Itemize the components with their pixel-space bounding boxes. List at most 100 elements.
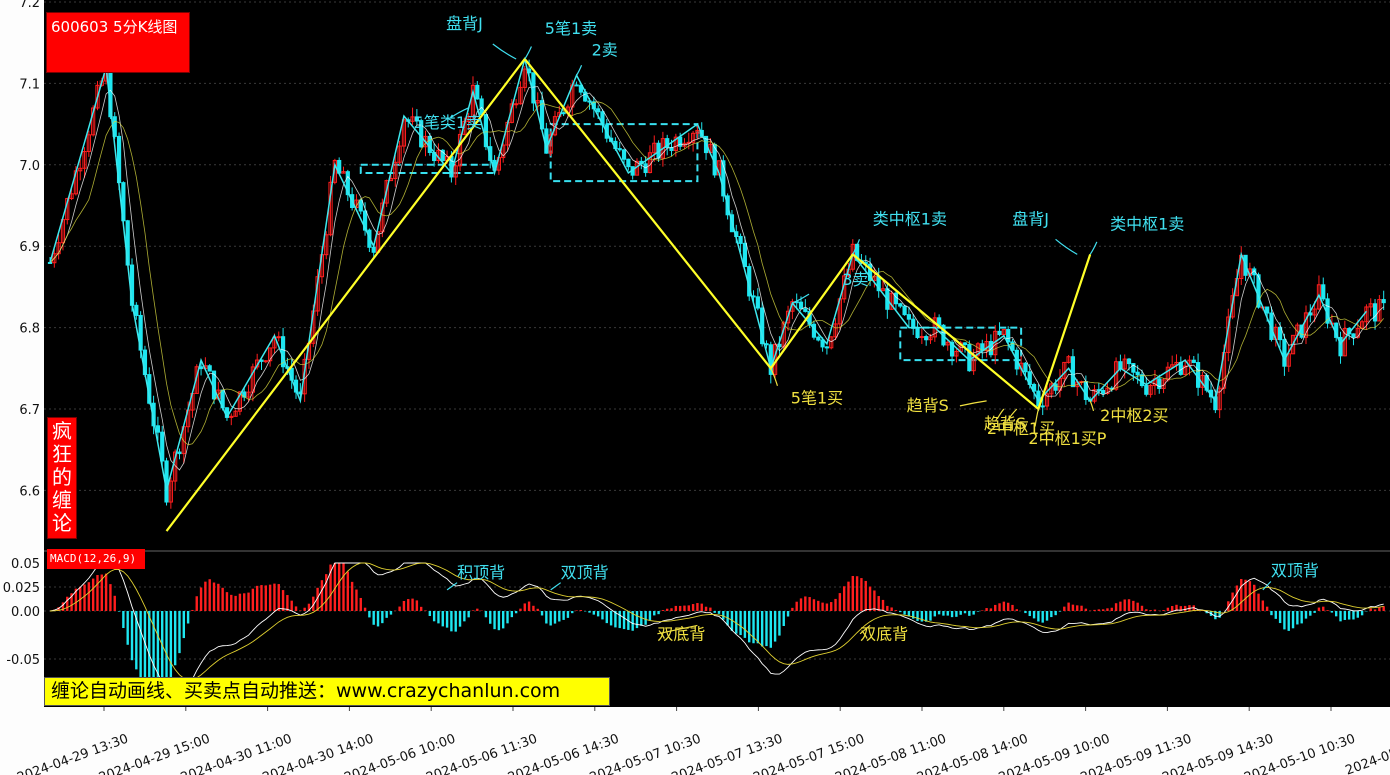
annotation-label: 2中枢2买: [1100, 406, 1168, 425]
grid-lines: [44, 1, 1390, 660]
candle-body: [207, 365, 212, 372]
macd-y-tick-label: 0.05: [11, 557, 40, 572]
candle-body: [902, 305, 907, 316]
candle-body: [1342, 328, 1347, 357]
moving-averages: [49, 86, 1384, 471]
candle-body: [362, 210, 368, 231]
macd-annotation-label: 双底背: [860, 624, 908, 643]
ma-line: [49, 86, 1384, 471]
candle-body: [915, 327, 920, 338]
candle-body: [414, 116, 419, 122]
candle-body: [475, 84, 480, 100]
y-axis: 7.2 7.1 7.0 6.9 6.8 6.7 6.6 0.05 0.025 0.00 -0.05: [3, 0, 40, 668]
annotation-label: 盘背J: [1012, 209, 1049, 228]
annotation-label: 5笔类1卖: [414, 113, 482, 132]
candle-body: [561, 112, 566, 115]
candle-body: [1031, 383, 1037, 392]
candle-body: [906, 314, 912, 320]
candle-body: [440, 149, 445, 161]
candle-body: [574, 84, 579, 87]
candle-body: [393, 161, 398, 180]
chart-title-box: 600603 5分K线图: [46, 12, 190, 73]
macd-y-tick-label: -0.05: [6, 653, 40, 668]
candle-body: [1351, 333, 1356, 338]
annotation-arrow: [1055, 238, 1078, 255]
annotation-label: 类中枢1卖: [873, 209, 947, 228]
candle-body: [880, 288, 886, 292]
candle-body: [1191, 359, 1196, 364]
candle-body: [324, 234, 329, 256]
candle-body: [1006, 329, 1011, 343]
candle-body: [967, 344, 972, 372]
candle-body: [155, 425, 161, 433]
annotation-arrow: [996, 408, 1005, 420]
annotation-arrow: [852, 239, 861, 255]
candle-body: [1381, 299, 1386, 304]
annotation-label: 趋背S: [984, 414, 1026, 433]
annotation-label: 类中枢1卖: [1110, 214, 1184, 233]
candle-body: [1265, 306, 1270, 314]
candle-body: [470, 84, 476, 118]
candle-body: [1105, 387, 1110, 394]
chart-title: 600603 5分K线图: [51, 18, 178, 36]
candle-body: [427, 135, 432, 154]
candle-body: [518, 86, 523, 105]
annotation-label: 3卖: [842, 270, 868, 289]
dea-line: [49, 562, 1384, 681]
candle-body: [949, 341, 955, 357]
candle-body: [617, 148, 622, 151]
side-label: 疯狂的缠论: [47, 417, 77, 539]
candle-body: [1157, 378, 1162, 389]
annotation-arrow: [1034, 408, 1039, 427]
candle-body: [954, 350, 959, 357]
candle-body: [69, 193, 74, 200]
candle-body: [237, 391, 243, 412]
candle-body: [820, 339, 825, 348]
candle-body: [1277, 326, 1283, 341]
candle-body: [1144, 385, 1149, 395]
candle-body: [276, 336, 281, 339]
candle-body: [738, 236, 743, 244]
candle-body: [1131, 363, 1136, 373]
candle-body: [95, 84, 100, 109]
candle-body: [975, 343, 981, 356]
candle-body: [764, 343, 769, 346]
candle-body: [962, 342, 968, 346]
macd-annotation-label: 积顶背: [457, 563, 505, 582]
candle-body: [1139, 374, 1145, 387]
macd-label: MACD(12,26,9): [47, 549, 145, 569]
candle-body: [86, 134, 91, 153]
y-tick-label: 7.2: [19, 0, 40, 11]
macd-y-tick-label: 0.025: [3, 581, 40, 596]
buy-sell-annotations: 盘背J 5笔1卖2卖5笔类1卖5笔1买3卖类中枢1卖趋背S趋背S2中枢1买2中枢1…: [414, 14, 1185, 448]
candle-body: [1044, 393, 1050, 407]
candle-body: [660, 138, 665, 159]
stroke-lines: [49, 58, 1368, 491]
candle-body: [829, 336, 834, 349]
candle-body: [1161, 379, 1166, 389]
y-tick-label: 6.8: [19, 322, 40, 337]
macd-annotation-label: 双顶背: [561, 563, 609, 582]
candle-body: [1230, 295, 1235, 318]
bi-stroke-line: [49, 58, 1368, 491]
candle-body: [1135, 371, 1140, 376]
candle-body: [803, 308, 808, 312]
candle-body: [483, 114, 489, 148]
candle-body: [924, 336, 929, 341]
candle-body: [229, 415, 234, 418]
candle-body: [1372, 303, 1378, 322]
annotation-label: 2卖: [592, 40, 618, 59]
candle-body: [997, 330, 1002, 335]
candle-body: [345, 171, 350, 196]
candle-body: [919, 336, 924, 339]
candle-body: [401, 119, 407, 147]
y-tick-label: 6.6: [19, 484, 40, 499]
candle-body: [988, 341, 994, 356]
candle-body: [522, 68, 527, 88]
candle-body: [833, 323, 838, 338]
promo-banner[interactable]: 缠论自动画线、买卖点自动推送：www.crazychanlun.com: [44, 677, 610, 706]
candle-body: [78, 167, 83, 172]
macd-annotation-arrow: [657, 624, 698, 635]
